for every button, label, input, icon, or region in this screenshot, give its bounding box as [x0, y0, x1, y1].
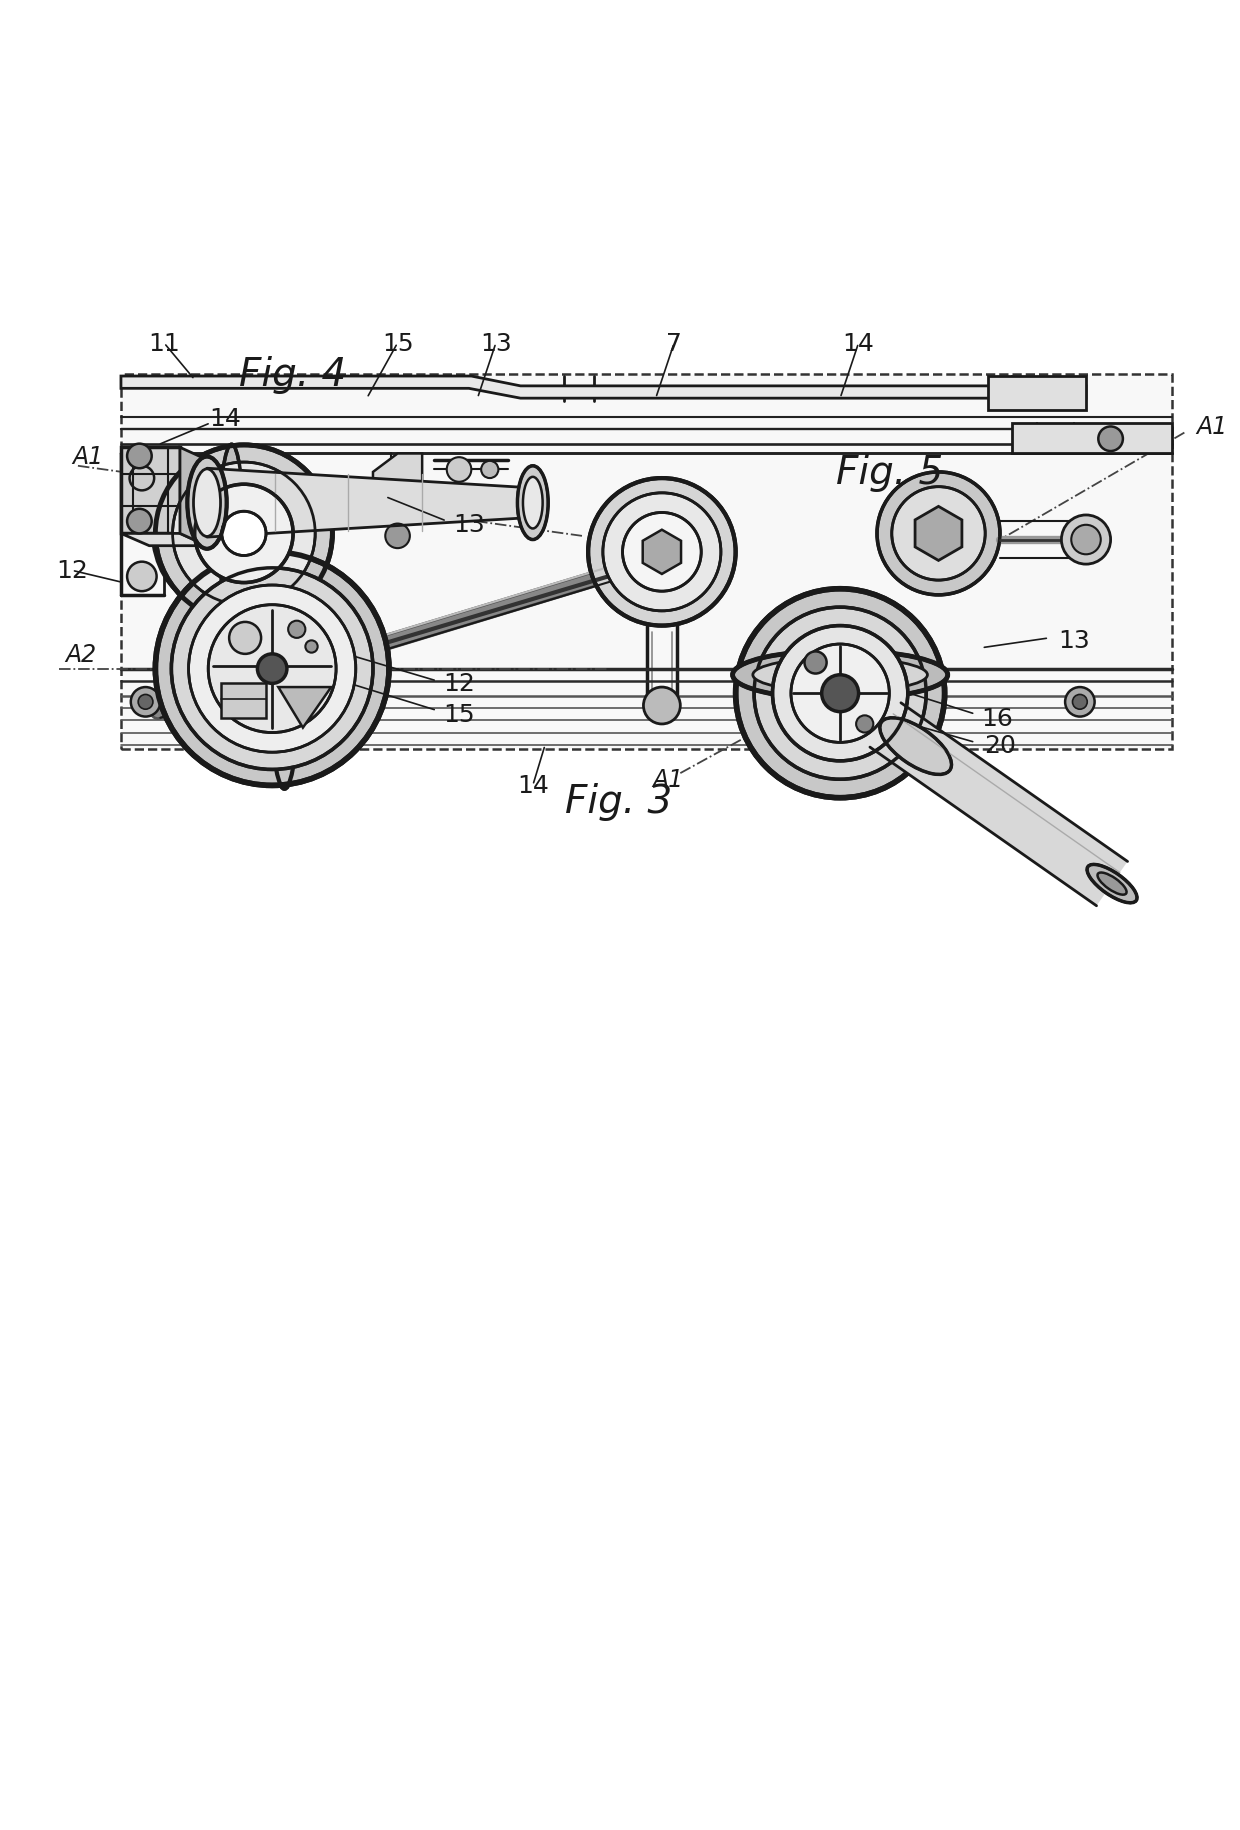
Circle shape	[822, 675, 858, 712]
Circle shape	[1071, 525, 1101, 554]
Circle shape	[773, 626, 908, 761]
Ellipse shape	[880, 719, 951, 776]
Circle shape	[805, 651, 827, 673]
Polygon shape	[180, 448, 207, 547]
Circle shape	[172, 463, 315, 606]
Circle shape	[222, 512, 267, 556]
Circle shape	[735, 589, 945, 798]
Ellipse shape	[523, 478, 543, 529]
Polygon shape	[870, 703, 1127, 906]
Ellipse shape	[269, 549, 300, 789]
Circle shape	[128, 445, 151, 468]
Circle shape	[446, 458, 471, 483]
Text: Fig. 4: Fig. 4	[239, 355, 347, 393]
Polygon shape	[278, 688, 331, 728]
Ellipse shape	[733, 651, 947, 701]
Circle shape	[138, 695, 153, 710]
Circle shape	[650, 690, 675, 716]
Text: 15: 15	[382, 331, 413, 355]
Circle shape	[128, 509, 151, 534]
Text: 15: 15	[443, 703, 475, 727]
Text: 14: 14	[210, 406, 242, 430]
Text: A1: A1	[652, 769, 683, 792]
Ellipse shape	[187, 458, 227, 549]
Circle shape	[877, 472, 999, 595]
Polygon shape	[207, 468, 533, 538]
Polygon shape	[122, 534, 207, 547]
Ellipse shape	[517, 467, 548, 540]
Polygon shape	[373, 454, 422, 498]
Circle shape	[481, 461, 498, 479]
Ellipse shape	[753, 659, 928, 692]
Circle shape	[588, 479, 735, 626]
Circle shape	[892, 487, 986, 580]
Circle shape	[622, 512, 702, 591]
Circle shape	[171, 569, 373, 770]
Text: 14: 14	[517, 774, 549, 798]
Circle shape	[644, 688, 681, 725]
Text: 20: 20	[985, 734, 1016, 758]
Circle shape	[754, 608, 926, 780]
Text: Fig. 5: Fig. 5	[836, 454, 942, 492]
Circle shape	[305, 640, 317, 653]
Circle shape	[208, 606, 336, 734]
Circle shape	[130, 688, 160, 717]
Circle shape	[128, 562, 156, 591]
Circle shape	[1065, 688, 1095, 717]
Ellipse shape	[1097, 873, 1127, 895]
Circle shape	[1061, 516, 1111, 565]
Text: A2: A2	[64, 642, 95, 666]
Polygon shape	[642, 531, 681, 575]
Text: 12: 12	[443, 672, 475, 695]
Text: 11: 11	[148, 331, 180, 355]
Text: A1: A1	[72, 445, 103, 468]
Polygon shape	[1012, 423, 1172, 454]
Ellipse shape	[219, 445, 244, 624]
Circle shape	[155, 553, 389, 787]
Polygon shape	[221, 684, 267, 719]
Circle shape	[386, 523, 410, 549]
Polygon shape	[988, 377, 1086, 412]
Circle shape	[1073, 695, 1087, 710]
Text: 7: 7	[666, 331, 682, 355]
Circle shape	[1099, 426, 1123, 452]
Text: 14: 14	[843, 331, 874, 355]
Ellipse shape	[1087, 866, 1137, 904]
Circle shape	[229, 622, 262, 655]
Text: 13: 13	[453, 512, 485, 536]
Polygon shape	[122, 448, 180, 534]
Circle shape	[155, 447, 332, 622]
Text: A1: A1	[1197, 415, 1228, 439]
Circle shape	[195, 485, 293, 584]
Circle shape	[188, 586, 356, 752]
Circle shape	[791, 644, 889, 743]
Text: 13: 13	[1058, 630, 1090, 653]
Circle shape	[603, 494, 720, 611]
Text: 13: 13	[480, 331, 512, 355]
Circle shape	[856, 716, 873, 734]
Text: Fig. 3: Fig. 3	[565, 783, 672, 822]
Circle shape	[288, 622, 305, 639]
Ellipse shape	[193, 470, 221, 538]
Circle shape	[258, 655, 286, 684]
Polygon shape	[122, 377, 1086, 399]
Circle shape	[129, 467, 154, 490]
Text: 16: 16	[982, 706, 1013, 730]
Text: 12: 12	[56, 558, 88, 584]
Polygon shape	[915, 507, 962, 562]
FancyBboxPatch shape	[122, 375, 1172, 748]
